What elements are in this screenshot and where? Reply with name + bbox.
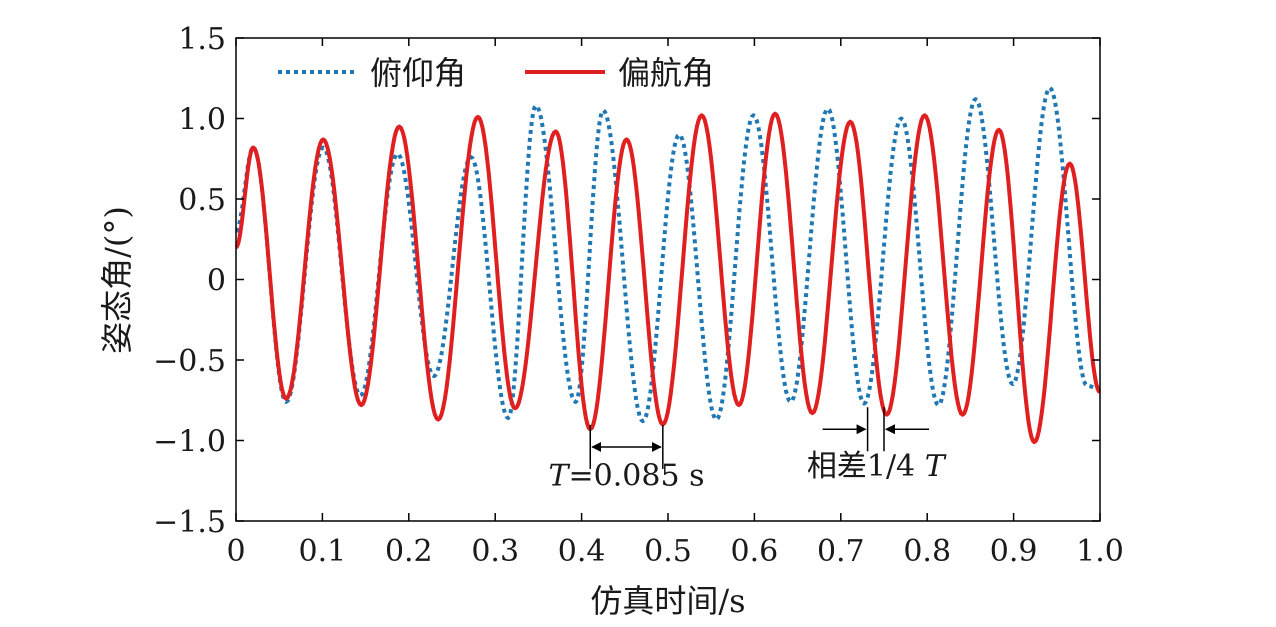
x-axis-title: 仿真时间/s bbox=[590, 582, 745, 620]
x-tick-label: 0.8 bbox=[903, 534, 951, 569]
y-tick-label: −1.0 bbox=[153, 425, 226, 460]
annotation-label-period: T=0.085 s bbox=[549, 459, 705, 494]
x-tick-label: 0.9 bbox=[990, 534, 1038, 569]
x-tick-label: 0.7 bbox=[817, 534, 865, 569]
x-tick-label: 0 bbox=[226, 534, 245, 569]
tick-labels: 0 0.1 0.2 0.3 0.4 0.5 0.6 0.7 0.8 0.9 1.0 −1.5 −1.0 −… bbox=[153, 22, 1124, 569]
legend-label-pitch: 俯仰角 bbox=[370, 54, 466, 92]
annotation-text-part: T bbox=[549, 459, 571, 494]
y-tick-label: 0 bbox=[207, 264, 226, 299]
annotation-phase: 相差1/4 T bbox=[807, 407, 947, 484]
annotation-period: T=0.085 s bbox=[549, 424, 705, 494]
legend: 俯仰角 偏航角 bbox=[278, 54, 714, 92]
series-line-0 bbox=[234, 85, 1102, 424]
plot-frame bbox=[235, 37, 1101, 522]
annotation-text-part: =0.085 s bbox=[569, 459, 705, 494]
y-tick-label: 1.5 bbox=[178, 22, 226, 57]
annotation-text-part: 相差1/4 bbox=[807, 449, 925, 484]
x-tick-label: 0.2 bbox=[385, 534, 433, 569]
ticks bbox=[235, 37, 1101, 522]
y-axis-title: 姿态角/(°) bbox=[98, 206, 136, 354]
plot-lines bbox=[234, 85, 1102, 445]
y-tick-label: −0.5 bbox=[153, 344, 226, 379]
x-tick-label: 0.6 bbox=[731, 534, 779, 569]
annotations: T=0.085 s 相差1/4 T bbox=[549, 407, 947, 494]
y-tick-label: 1.0 bbox=[178, 103, 226, 138]
y-tick-label: −1.5 bbox=[153, 505, 226, 540]
x-tick-label: 1.0 bbox=[1076, 534, 1124, 569]
annotation-text-part: T bbox=[925, 449, 947, 484]
series-line-1 bbox=[234, 111, 1102, 445]
y-tick-label: 0.5 bbox=[178, 183, 226, 218]
x-tick-label: 0.5 bbox=[644, 534, 692, 569]
legend-label-yaw: 偏航角 bbox=[618, 54, 714, 92]
x-tick-label: 0.3 bbox=[471, 534, 519, 569]
x-tick-label: 0.1 bbox=[299, 534, 347, 569]
annotation-label-phase: 相差1/4 T bbox=[807, 449, 947, 484]
x-tick-label: 0.4 bbox=[558, 534, 606, 569]
